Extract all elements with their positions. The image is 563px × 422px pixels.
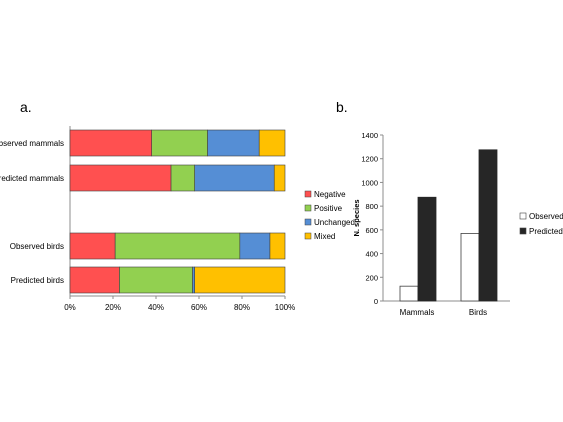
legend-label-mixed: Mixed (314, 232, 335, 241)
legend-label-observed: Observed (529, 212, 563, 221)
y-axis-label: N. species (352, 199, 361, 236)
bar-segment-unchanged-3 (239, 232, 271, 260)
bar-segment-mixed-1 (258, 129, 286, 157)
stacked-bar-chart: Observed mammals Predicted mammals Observe… (0, 126, 355, 312)
x-category-label: Birds (469, 308, 487, 317)
x-tick-label: 100% (275, 303, 295, 312)
bar-segment-mixed-3 (269, 232, 286, 260)
y-tick-label: 400 (365, 250, 378, 259)
bar-segment-negative-2 (69, 164, 172, 192)
bar-observed-mammals (399, 285, 419, 302)
category-label: Predicted birds (11, 276, 64, 285)
x-tick-label: 80% (234, 303, 250, 312)
panel-a-label: a. (20, 99, 32, 115)
bar-segment-positive-4 (119, 266, 193, 294)
grouped-bar-chart: 0 200 400 600 800 1000 1200 1400 N. species Mamma… (352, 131, 563, 317)
bar-predicted-mammals (417, 196, 437, 302)
legend-swatch-mixed (304, 232, 312, 240)
x-tick-label: 40% (148, 303, 164, 312)
bar-observed-birds (460, 233, 480, 302)
bar-segment-positive-2 (170, 164, 196, 192)
legend-label-unchanged: Unchanged (314, 218, 355, 227)
category-label: Predicted mammals (0, 174, 64, 183)
bar-segment-unchanged-1 (207, 129, 260, 157)
y-tick-label: 200 (365, 273, 378, 282)
bar-segment-negative-1 (69, 129, 152, 157)
bar-segment-unchanged-2 (194, 164, 275, 192)
y-tick-label: 600 (365, 226, 378, 235)
legend-swatch-unchanged (304, 218, 312, 226)
bar-segment-positive-1 (151, 129, 208, 157)
bar-segment-positive-3 (114, 232, 241, 260)
legend-label-positive: Positive (314, 204, 343, 213)
legend-swatch-negative (304, 190, 312, 198)
x-tick-label: 20% (105, 303, 121, 312)
bar-segment-unchanged-4 (192, 266, 196, 294)
x-tick-label: 0% (64, 303, 76, 312)
y-tick-label: 1400 (361, 131, 378, 140)
bar-segment-negative-4 (69, 266, 120, 294)
x-category-label: Mammals (400, 308, 435, 317)
y-tick-label: 800 (365, 202, 378, 211)
y-tick-label: 1200 (361, 155, 378, 164)
panel-b-label: b. (336, 99, 348, 115)
category-label: Observed mammals (0, 139, 64, 148)
y-tick-label: 0 (374, 297, 378, 306)
legend-swatch-observed (519, 212, 527, 220)
bar-segment-mixed-2 (273, 164, 286, 192)
bar-predicted-birds (478, 149, 498, 302)
bar-segment-negative-3 (69, 232, 116, 260)
bar-segment-mixed-4 (194, 266, 286, 294)
category-label: Observed birds (10, 242, 64, 251)
legend-swatch-positive (304, 204, 312, 212)
legend-label-negative: Negative (314, 190, 346, 199)
legend-swatch-predicted (519, 227, 527, 235)
legend-label-predicted: Predicted (529, 227, 563, 236)
x-tick-label: 60% (191, 303, 207, 312)
y-tick-label: 1000 (361, 178, 378, 187)
